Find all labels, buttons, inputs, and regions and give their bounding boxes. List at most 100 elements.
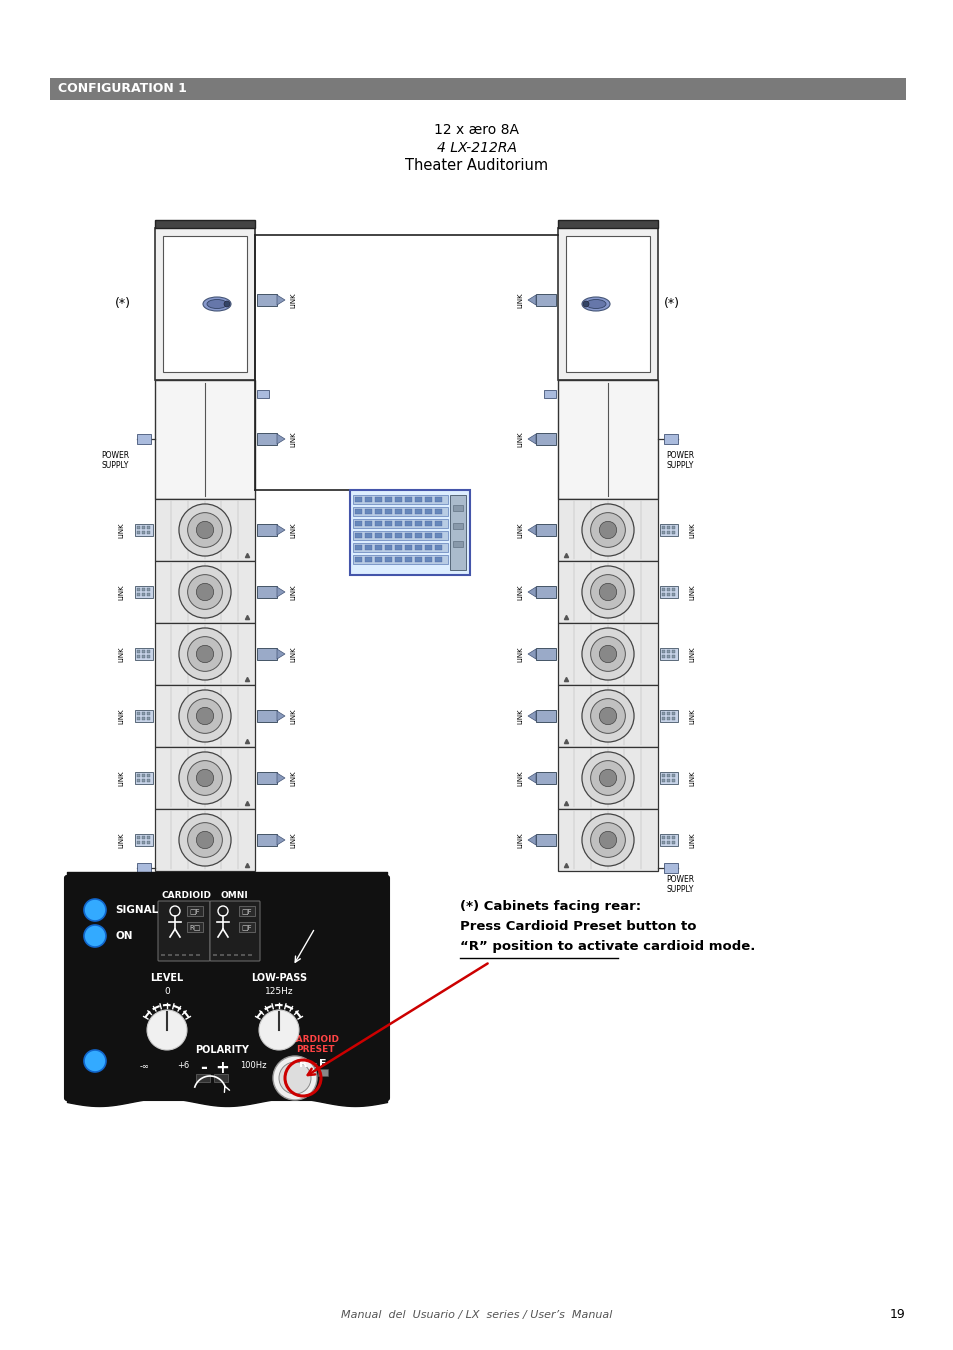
Circle shape — [196, 583, 213, 601]
Circle shape — [590, 575, 625, 609]
FancyBboxPatch shape — [65, 876, 389, 1100]
Bar — [558, 562, 658, 622]
Text: POWER
SUPPLY: POWER SUPPLY — [101, 875, 129, 895]
Text: (*): (*) — [663, 297, 679, 310]
Bar — [385, 545, 392, 549]
Text: LINK: LINK — [118, 771, 124, 786]
Bar — [137, 531, 140, 535]
Polygon shape — [276, 433, 285, 444]
Text: POWER
SUPPLY: POWER SUPPLY — [665, 451, 694, 470]
Bar — [405, 497, 412, 502]
Bar — [424, 509, 432, 514]
Text: -: - — [200, 1058, 207, 1077]
Circle shape — [598, 832, 616, 849]
Text: (*) Cabinets facing rear:: (*) Cabinets facing rear: — [459, 900, 640, 913]
Bar — [558, 228, 658, 379]
Bar — [168, 954, 172, 956]
Bar — [147, 531, 150, 535]
Bar — [142, 836, 145, 838]
Bar — [233, 954, 237, 956]
Circle shape — [179, 504, 231, 556]
Bar — [666, 841, 669, 844]
Bar — [353, 555, 448, 564]
Circle shape — [598, 583, 616, 601]
Bar — [671, 531, 675, 535]
Text: LINK: LINK — [118, 832, 124, 848]
Bar — [135, 710, 152, 722]
Circle shape — [582, 301, 588, 306]
Bar — [659, 710, 678, 722]
Bar — [536, 710, 556, 722]
Bar — [355, 497, 361, 502]
Text: F: F — [319, 1058, 327, 1069]
Bar — [137, 779, 140, 782]
Circle shape — [196, 645, 213, 663]
Bar — [365, 533, 372, 539]
Bar — [671, 593, 675, 595]
Bar — [365, 521, 372, 526]
Circle shape — [147, 1010, 187, 1050]
Text: (*): (*) — [115, 297, 131, 310]
Text: -∞: -∞ — [140, 1061, 150, 1071]
Text: POLARITY: POLARITY — [194, 1045, 249, 1054]
Circle shape — [258, 1010, 298, 1050]
Bar — [147, 593, 150, 595]
Bar — [385, 533, 392, 539]
Text: LINK: LINK — [290, 647, 295, 662]
Polygon shape — [276, 587, 285, 597]
Bar — [659, 772, 678, 784]
Bar — [536, 294, 556, 306]
Bar — [671, 526, 675, 529]
Bar — [375, 545, 381, 549]
Bar — [435, 521, 441, 526]
Circle shape — [598, 707, 616, 725]
Text: LOW-PASS: LOW-PASS — [251, 973, 307, 983]
Circle shape — [598, 769, 616, 787]
Text: R: R — [298, 1058, 307, 1069]
Bar — [137, 589, 140, 591]
Bar — [137, 649, 140, 653]
Bar — [536, 834, 556, 846]
Bar — [375, 497, 381, 502]
Polygon shape — [276, 296, 285, 305]
Circle shape — [598, 521, 616, 539]
Circle shape — [590, 760, 625, 795]
Bar — [375, 509, 381, 514]
Bar — [663, 863, 678, 873]
Bar — [435, 545, 441, 549]
Circle shape — [179, 814, 231, 867]
Circle shape — [598, 645, 616, 663]
Circle shape — [188, 513, 222, 547]
Bar — [142, 649, 145, 653]
Polygon shape — [276, 836, 285, 845]
Bar — [659, 834, 678, 846]
Bar — [137, 526, 140, 529]
Bar — [405, 521, 412, 526]
Bar — [365, 545, 372, 549]
Text: LINK: LINK — [290, 585, 295, 599]
Text: 4 LX-212RA: 4 LX-212RA — [436, 140, 517, 155]
Bar — [450, 495, 465, 570]
Circle shape — [196, 521, 213, 539]
Bar — [666, 593, 669, 595]
Bar — [241, 954, 245, 956]
Text: LINK: LINK — [688, 585, 695, 599]
Bar — [659, 648, 678, 660]
Bar — [405, 558, 412, 562]
Circle shape — [590, 699, 625, 733]
Text: LEVEL: LEVEL — [151, 973, 183, 983]
Bar — [666, 649, 669, 653]
Text: LINK: LINK — [290, 771, 295, 786]
Text: 0: 0 — [164, 987, 170, 996]
Circle shape — [196, 832, 213, 849]
Bar — [256, 586, 276, 598]
Bar — [187, 922, 203, 931]
Text: LINK: LINK — [290, 522, 295, 537]
Bar — [142, 531, 145, 535]
Polygon shape — [276, 711, 285, 721]
Bar — [142, 526, 145, 529]
Bar — [395, 558, 401, 562]
Bar — [256, 710, 276, 722]
Bar — [671, 717, 675, 720]
Text: CONFIGURATION 1: CONFIGURATION 1 — [58, 82, 187, 96]
